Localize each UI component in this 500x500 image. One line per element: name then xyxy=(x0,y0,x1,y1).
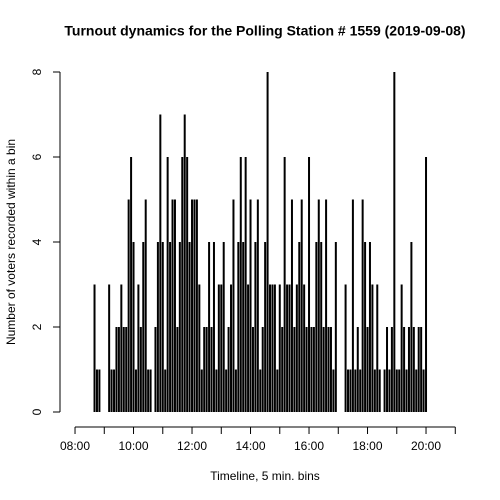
y-tick-label: 8 xyxy=(30,68,44,75)
x-tick-label: 08:00 xyxy=(60,439,90,453)
x-tick-label: 12:00 xyxy=(177,439,207,453)
y-tick-label: 4 xyxy=(30,238,44,245)
x-tick-label: 18:00 xyxy=(353,439,383,453)
y-tick-label: 6 xyxy=(30,153,44,160)
chart-title: Turnout dynamics for the Polling Station… xyxy=(64,23,465,39)
x-tick-label: 16:00 xyxy=(294,439,324,453)
y-tick-label: 2 xyxy=(30,323,44,330)
x-axis-label: Timeline, 5 min. bins xyxy=(210,469,320,483)
x-tick-label: 14:00 xyxy=(236,439,266,453)
y-axis-label: Number of voters recorded within a bin xyxy=(4,139,18,345)
x-tick-label: 10:00 xyxy=(119,439,149,453)
x-tick-label: 20:00 xyxy=(411,439,441,453)
y-tick-label: 0 xyxy=(30,408,44,415)
